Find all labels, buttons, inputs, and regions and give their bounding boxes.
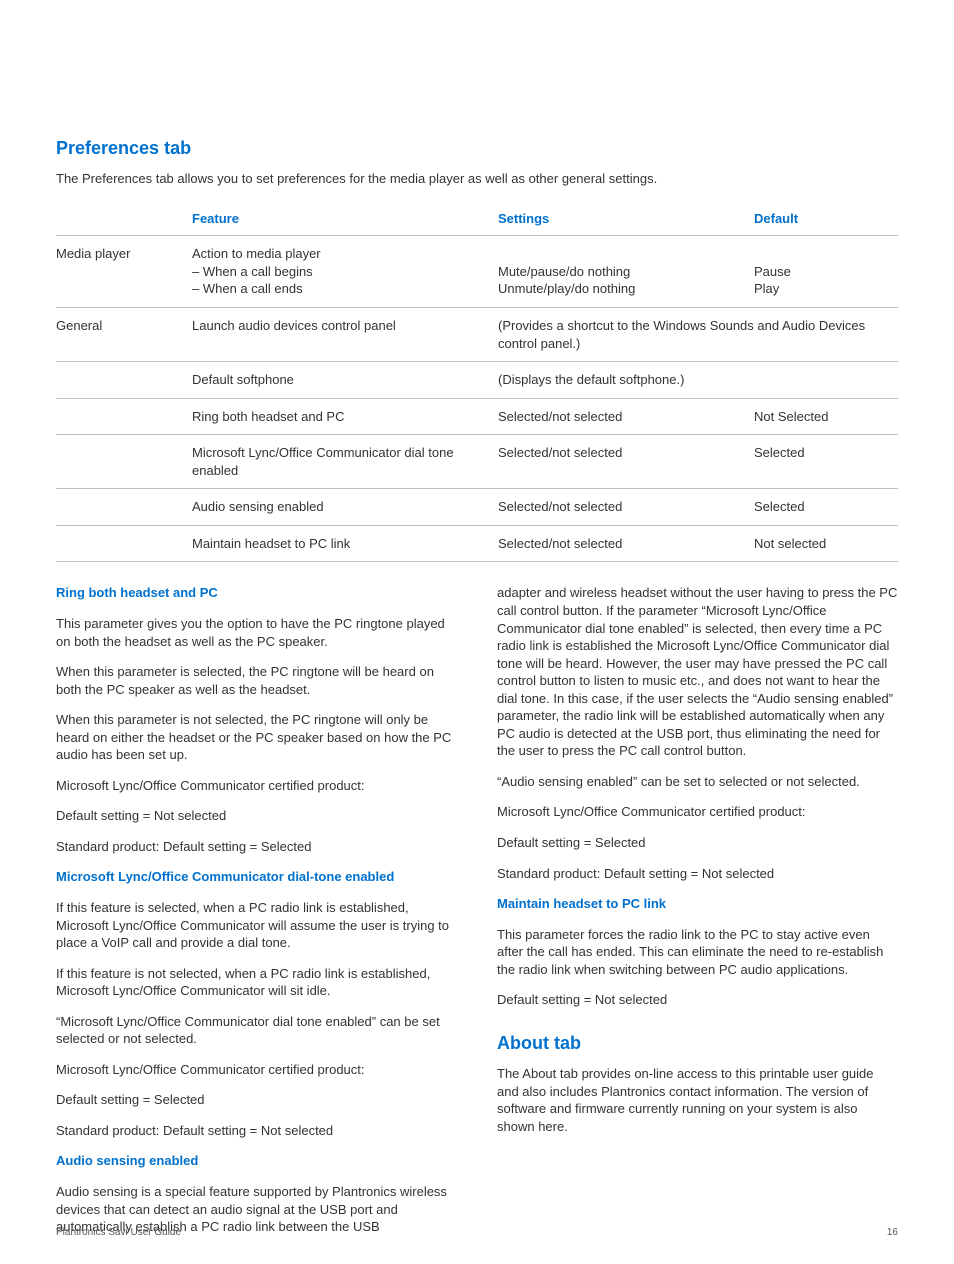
subhead-dial-tone: Microsoft Lync/Office Communicator dial-… bbox=[56, 868, 457, 886]
cell-settings: Selected/not selected bbox=[498, 525, 754, 562]
body-text: “Audio sensing enabled” can be set to se… bbox=[497, 773, 898, 791]
cell-category bbox=[56, 489, 192, 526]
body-text: Microsoft Lync/Office Communicator certi… bbox=[497, 803, 898, 821]
cell-category bbox=[56, 435, 192, 489]
cell-feature: Microsoft Lync/Office Communicator dial … bbox=[192, 435, 498, 489]
table-row: GeneralLaunch audio devices control pane… bbox=[56, 308, 898, 362]
body-text: When this parameter is selected, the PC … bbox=[56, 663, 457, 698]
cell-settings: Mute/pause/do nothingUnmute/play/do noth… bbox=[498, 236, 754, 308]
cell-feature: Audio sensing enabled bbox=[192, 489, 498, 526]
two-column-body: Ring both headset and PC This parameter … bbox=[56, 584, 898, 1235]
body-text: If this feature is not selected, when a … bbox=[56, 965, 457, 1000]
table-body: Media playerAction to media player– When… bbox=[56, 236, 898, 562]
body-text: Default setting = Selected bbox=[56, 1091, 457, 1109]
cell-feature: Launch audio devices control panel bbox=[192, 308, 498, 362]
body-text: If this feature is selected, when a PC r… bbox=[56, 899, 457, 952]
body-text: Default setting = Selected bbox=[497, 834, 898, 852]
cell-default: Not Selected bbox=[754, 398, 898, 435]
body-text: Default setting = Not selected bbox=[497, 991, 898, 1009]
footer-title: Plantronics Savi User Guide bbox=[56, 1226, 181, 1240]
cell-settings: Selected/not selected bbox=[498, 435, 754, 489]
table-row: Maintain headset to PC linkSelected/not … bbox=[56, 525, 898, 562]
page: Preferences tab The Preferences tab allo… bbox=[0, 0, 954, 1264]
left-column: Ring both headset and PC This parameter … bbox=[56, 584, 457, 1235]
cell-default: Not selected bbox=[754, 525, 898, 562]
cell-feature: Action to media player– When a call begi… bbox=[192, 236, 498, 308]
body-text: Default setting = Not selected bbox=[56, 807, 457, 825]
cell-default: Selected bbox=[754, 489, 898, 526]
th-default: Default bbox=[754, 202, 898, 236]
cell-settings-span: (Provides a shortcut to the Windows Soun… bbox=[498, 308, 898, 362]
body-text: Standard product: Default setting = Sele… bbox=[56, 838, 457, 856]
cell-settings: Selected/not selected bbox=[498, 398, 754, 435]
cell-category bbox=[56, 525, 192, 562]
body-text: This parameter forces the radio link to … bbox=[497, 926, 898, 979]
preferences-heading: Preferences tab bbox=[56, 136, 898, 160]
body-text: When this parameter is not selected, the… bbox=[56, 711, 457, 764]
th-settings: Settings bbox=[498, 202, 754, 236]
table-row: Media playerAction to media player– When… bbox=[56, 236, 898, 308]
th-feature: Feature bbox=[192, 202, 498, 236]
cell-category: Media player bbox=[56, 236, 192, 308]
body-text: “Microsoft Lync/Office Communicator dial… bbox=[56, 1013, 457, 1048]
subhead-audio-sensing: Audio sensing enabled bbox=[56, 1152, 457, 1170]
cell-category bbox=[56, 362, 192, 399]
cell-default: PausePlay bbox=[754, 236, 898, 308]
cell-category: General bbox=[56, 308, 192, 362]
cell-feature: Maintain headset to PC link bbox=[192, 525, 498, 562]
cell-feature: Default softphone bbox=[192, 362, 498, 399]
right-column: adapter and wireless headset without the… bbox=[497, 584, 898, 1235]
body-text: Microsoft Lync/Office Communicator certi… bbox=[56, 1061, 457, 1079]
body-text: Standard product: Default setting = Not … bbox=[56, 1122, 457, 1140]
subhead-maintain-link: Maintain headset to PC link bbox=[497, 895, 898, 913]
preferences-table: Feature Settings Default Media playerAct… bbox=[56, 202, 898, 563]
body-text: This parameter gives you the option to h… bbox=[56, 615, 457, 650]
cell-category bbox=[56, 398, 192, 435]
table-row: Ring both headset and PCSelected/not sel… bbox=[56, 398, 898, 435]
about-heading: About tab bbox=[497, 1031, 898, 1055]
table-row: Audio sensing enabledSelected/not select… bbox=[56, 489, 898, 526]
preferences-intro: The Preferences tab allows you to set pr… bbox=[56, 170, 898, 188]
footer-page-number: 16 bbox=[887, 1226, 898, 1240]
body-text: Microsoft Lync/Office Communicator certi… bbox=[56, 777, 457, 795]
cell-default: Selected bbox=[754, 435, 898, 489]
table-row: Default softphone(Displays the default s… bbox=[56, 362, 898, 399]
cell-feature: Ring both headset and PC bbox=[192, 398, 498, 435]
th-blank bbox=[56, 202, 192, 236]
about-body: The About tab provides on-line access to… bbox=[497, 1065, 898, 1135]
table-row: Microsoft Lync/Office Communicator dial … bbox=[56, 435, 898, 489]
body-text: adapter and wireless headset without the… bbox=[497, 584, 898, 759]
cell-settings-span: (Displays the default softphone.) bbox=[498, 362, 898, 399]
subhead-ring-both: Ring both headset and PC bbox=[56, 584, 457, 602]
page-footer: Plantronics Savi User Guide 16 bbox=[56, 1226, 898, 1240]
cell-settings: Selected/not selected bbox=[498, 489, 754, 526]
body-text: Standard product: Default setting = Not … bbox=[497, 865, 898, 883]
